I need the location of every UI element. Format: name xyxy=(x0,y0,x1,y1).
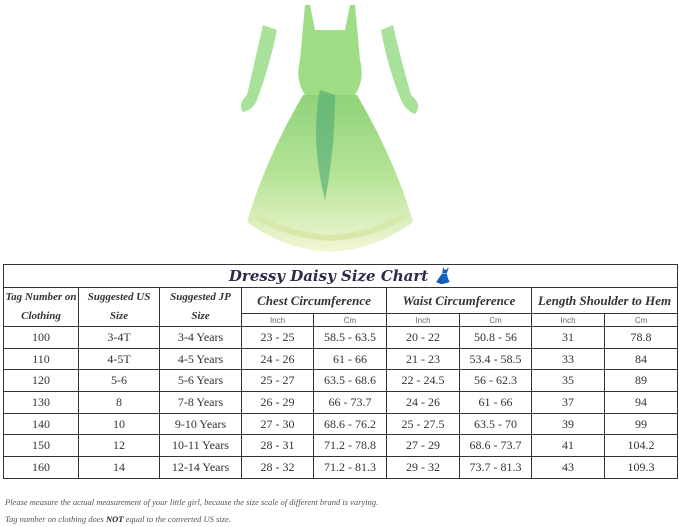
cell-waist-inch: 25 - 27.5 xyxy=(386,412,460,436)
cell-waist-cm: 50.8 - 56 xyxy=(459,326,532,349)
cell-length-cm: 109.3 xyxy=(603,456,679,479)
table-row: 100 3-4T 3-4 Years 23 - 25 58.5 - 63.5 20 - 2… xyxy=(3,326,679,349)
cell-chest-cm: 71.2 - 81.3 xyxy=(313,456,387,479)
cell-waist-cm: 56 - 62.3 xyxy=(459,369,532,393)
table-row: 140 10 9-10 Years 27 - 30 68.6 - 76.2 25 - 27… xyxy=(3,412,679,436)
cell-waist-cm: 63.5 - 70 xyxy=(459,412,532,436)
header-length: Length Shoulder to Hem xyxy=(530,287,679,314)
cell-us-size: 8 xyxy=(78,391,160,414)
cell-chest-inch: 25 - 27 xyxy=(241,369,314,393)
cell-chest-inch: 28 - 31 xyxy=(241,434,314,458)
cell-waist-inch: 21 - 23 xyxy=(386,347,460,371)
header-us-size: Suggested US Size xyxy=(78,287,160,327)
cell-jp-size: 12-14 Years xyxy=(159,456,242,479)
cell-length-inch: 35 xyxy=(531,369,605,393)
dress-product-image xyxy=(240,5,419,252)
cell-waist-cm: 53.4 - 58.5 xyxy=(459,347,532,371)
cell-waist-inch: 27 - 29 xyxy=(386,434,460,458)
cell-length-inch: 39 xyxy=(531,412,605,436)
note-emphasis: NOT xyxy=(105,514,124,524)
cell-length-inch: 41 xyxy=(531,434,605,458)
cell-tag-number: 100 xyxy=(3,326,79,349)
cell-jp-size: 9-10 Years xyxy=(159,412,242,436)
size-chart-title-cell: Dressy Daisy Size Chart 👗 xyxy=(2,264,679,288)
cell-tag-number: 160 xyxy=(3,456,79,479)
cell-tag-number: 120 xyxy=(3,369,79,393)
size-chart-title: Dressy Daisy Size Chart xyxy=(228,267,429,285)
cell-tag-number: 110 xyxy=(3,347,79,371)
cell-waist-inch: 29 - 32 xyxy=(386,456,460,479)
header-tag: Tag Number on Clothing xyxy=(3,287,79,327)
cell-chest-inch: 27 - 30 xyxy=(241,412,314,436)
cell-jp-size: 7-8 Years xyxy=(159,391,242,414)
note-text: equal to the converted US size. xyxy=(123,514,231,524)
cell-us-size: 5-6 xyxy=(78,369,160,393)
cell-length-cm: 99 xyxy=(603,412,679,436)
cell-length-inch: 43 xyxy=(531,456,605,479)
cell-tag-number: 140 xyxy=(3,412,79,436)
table-row: 150 12 10-11 Years 28 - 31 71.2 - 78.8 27 - 2… xyxy=(3,434,679,458)
cell-chest-cm: 66 - 73.7 xyxy=(313,391,387,414)
size-chart-table: Dressy Daisy Size Chart 👗 Tag Number on … xyxy=(2,264,679,479)
cell-length-cm: 84 xyxy=(603,347,679,371)
cell-length-cm: 104.2 xyxy=(603,434,679,458)
cell-tag-number: 130 xyxy=(3,391,79,414)
cell-chest-cm: 68.6 - 76.2 xyxy=(313,412,387,436)
table-row: 130 8 7-8 Years 26 - 29 66 - 73.7 24 - 26 61 -… xyxy=(3,391,679,414)
cell-us-size: 3-4T xyxy=(78,326,160,349)
cell-waist-cm: 73.7 - 81.3 xyxy=(459,456,532,479)
cell-length-inch: 37 xyxy=(531,391,605,414)
table-row: 110 4-5T 4-5 Years 24 - 26 61 - 66 21 - 23 53.… xyxy=(3,347,679,371)
unit-cm: Cm xyxy=(603,313,679,327)
cell-chest-cm: 58.5 - 63.5 xyxy=(313,326,387,349)
cell-length-inch: 33 xyxy=(531,347,605,371)
note-tag-number: Tag number on clothing does NOT equal to… xyxy=(5,514,231,524)
cell-waist-cm: 61 - 66 xyxy=(459,391,532,414)
unit-cm: Cm xyxy=(313,313,387,327)
dress-icon: 👗 xyxy=(433,267,453,285)
cell-us-size: 4-5T xyxy=(78,347,160,371)
cell-us-size: 14 xyxy=(78,456,160,479)
cell-chest-cm: 63.5 - 68.6 xyxy=(313,369,387,393)
cell-jp-size: 4-5 Years xyxy=(159,347,242,371)
cell-length-inch: 31 xyxy=(531,326,605,349)
cell-chest-inch: 23 - 25 xyxy=(241,326,314,349)
table-row: 160 14 12-14 Years 28 - 32 71.2 - 81.3 29 - 3… xyxy=(3,456,679,479)
cell-us-size: 12 xyxy=(78,434,160,458)
cell-chest-inch: 28 - 32 xyxy=(241,456,314,479)
header-waist: Waist Circumference xyxy=(386,287,532,314)
cell-length-cm: 94 xyxy=(603,391,679,414)
unit-cm: Cm xyxy=(459,313,532,327)
cell-length-cm: 78.8 xyxy=(603,326,679,349)
unit-inch: Inch xyxy=(386,313,460,327)
note-measure: Please measure the actual measurement of… xyxy=(5,497,379,507)
unit-inch: Inch xyxy=(241,313,314,327)
cell-jp-size: 3-4 Years xyxy=(159,326,242,349)
cell-waist-inch: 22 - 24.5 xyxy=(386,369,460,393)
cell-waist-inch: 20 - 22 xyxy=(386,326,460,349)
cell-chest-cm: 61 - 66 xyxy=(313,347,387,371)
note-text: Tag number on clothing does xyxy=(5,514,106,524)
cell-chest-inch: 26 - 29 xyxy=(241,391,314,414)
cell-tag-number: 150 xyxy=(3,434,79,458)
left-glove xyxy=(240,25,277,112)
unit-inch: Inch xyxy=(531,313,605,327)
header-jp-size: Suggested JP Size xyxy=(159,287,242,327)
cell-jp-size: 5-6 Years xyxy=(159,369,242,393)
right-glove xyxy=(381,25,419,114)
cell-waist-cm: 68.6 - 73.7 xyxy=(459,434,532,458)
cell-chest-inch: 24 - 26 xyxy=(241,347,314,371)
cell-length-cm: 89 xyxy=(603,369,679,393)
table-row: 120 5-6 5-6 Years 25 - 27 63.5 - 68.6 22 - 24… xyxy=(3,369,679,393)
cell-us-size: 10 xyxy=(78,412,160,436)
cell-jp-size: 10-11 Years xyxy=(159,434,242,458)
header-chest: Chest Circumference xyxy=(241,287,387,314)
cell-waist-inch: 24 - 26 xyxy=(386,391,460,414)
cell-chest-cm: 71.2 - 78.8 xyxy=(313,434,387,458)
